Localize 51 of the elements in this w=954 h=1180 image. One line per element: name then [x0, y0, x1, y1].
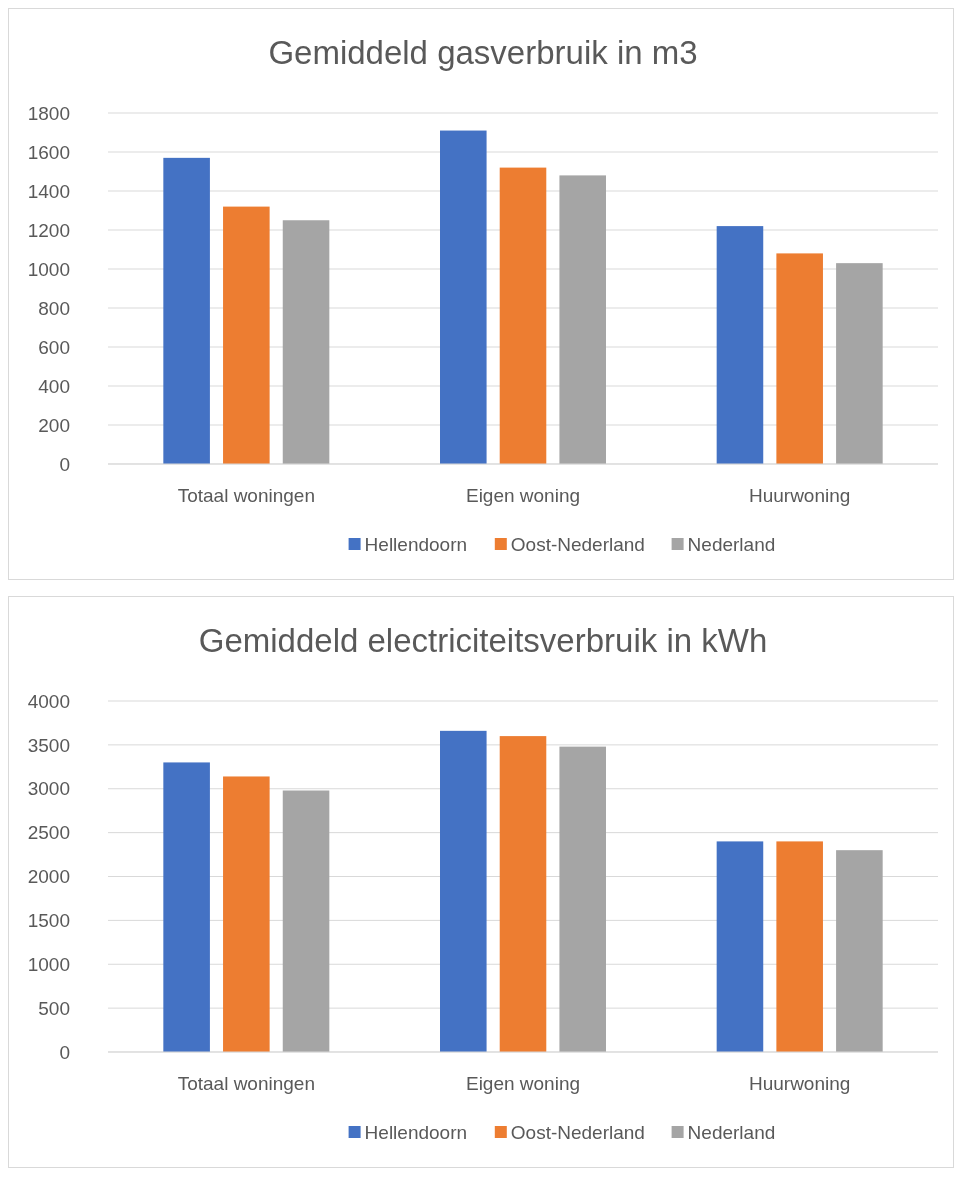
- bar: [836, 850, 883, 1052]
- legend-label: Nederland: [687, 533, 776, 555]
- legend-label: Hellendoorn: [364, 1121, 468, 1143]
- x-tick-label: Totaal woningen: [177, 485, 315, 506]
- bar: [716, 841, 764, 1052]
- y-tick-label: 3500: [27, 734, 70, 756]
- y-tick-label: 1000: [27, 953, 70, 975]
- bar: [282, 220, 330, 464]
- bar: [499, 736, 547, 1052]
- y-tick-label: 800: [38, 297, 70, 319]
- chart-title: Gemiddeld electriciteitsverbruik in kWh: [198, 622, 768, 659]
- bar: [716, 226, 764, 464]
- x-tick-label: Eigen woning: [465, 485, 581, 506]
- chart-title: Gemiddeld gasverbruik in m3: [268, 34, 698, 71]
- x-tick-label: Eigen woning: [465, 1073, 581, 1094]
- y-tick-label: 0: [59, 1041, 70, 1063]
- legend-label: Oost-Nederland: [510, 1121, 645, 1143]
- bar: [223, 206, 270, 464]
- y-tick-label: 500: [38, 997, 70, 1019]
- x-tick-label: Totaal woningen: [177, 1073, 315, 1094]
- bar: [440, 730, 487, 1052]
- y-tick-label: 1200: [27, 219, 70, 241]
- y-tick-label: 1400: [27, 180, 70, 202]
- x-tick-label: Huurwoning: [748, 485, 851, 506]
- y-tick-label: 2500: [27, 822, 70, 844]
- bar: [836, 263, 883, 464]
- legend-label: Oost-Nederland: [510, 533, 645, 555]
- x-tick-label: Huurwoning: [748, 1073, 851, 1094]
- legend-label: Hellendoorn: [364, 533, 468, 555]
- y-tick-label: 1500: [27, 910, 70, 932]
- bar: [776, 841, 823, 1052]
- bar: [559, 746, 606, 1052]
- y-tick-label: 600: [38, 336, 70, 358]
- bar: [282, 790, 330, 1052]
- bar: [163, 762, 210, 1052]
- y-tick-label: 200: [38, 414, 70, 436]
- bar: [559, 175, 606, 464]
- bar: [163, 157, 210, 464]
- legend-label: Nederland: [687, 1121, 776, 1143]
- y-tick-label: 400: [38, 375, 70, 397]
- y-tick-label: 3000: [27, 778, 70, 800]
- bar: [223, 776, 270, 1052]
- bar: [499, 167, 547, 464]
- y-tick-label: 0: [59, 453, 70, 475]
- y-tick-label: 1800: [27, 102, 70, 124]
- y-tick-label: 1000: [27, 258, 70, 280]
- bar: [776, 253, 823, 464]
- y-tick-label: 1600: [27, 141, 70, 163]
- bar: [440, 130, 487, 464]
- y-tick-label: 4000: [27, 690, 70, 712]
- y-tick-label: 2000: [27, 866, 70, 888]
